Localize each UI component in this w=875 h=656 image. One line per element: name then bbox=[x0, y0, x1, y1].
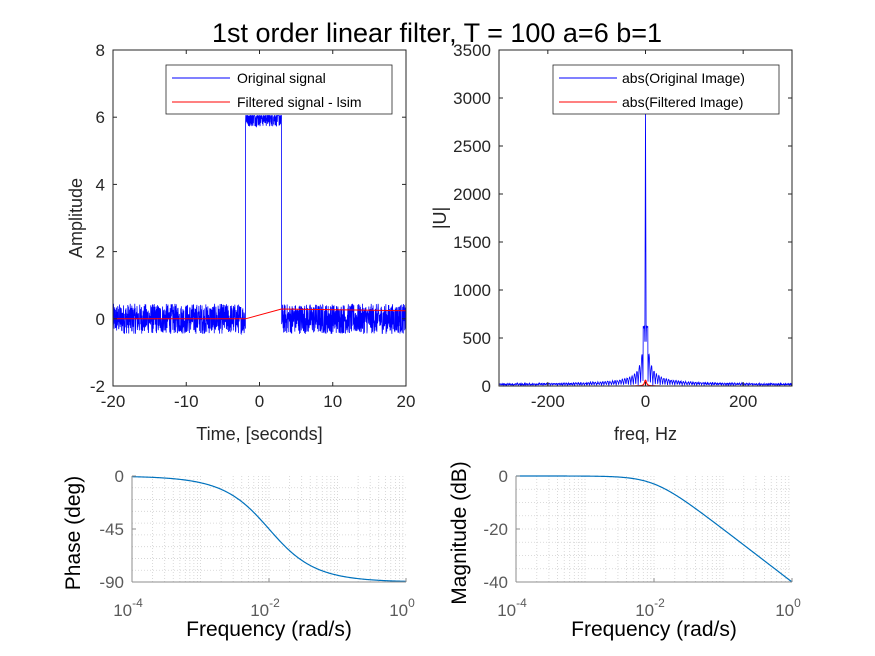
y-tick-label: 6 bbox=[96, 108, 105, 127]
y-tick-label: 2 bbox=[96, 243, 105, 262]
y-tick-label: 3500 bbox=[453, 41, 491, 60]
legend-entry: Original signal bbox=[237, 70, 326, 86]
x-tick-label: -20 bbox=[101, 392, 126, 411]
x-tick-label: 0 bbox=[255, 392, 264, 411]
legend-box bbox=[165, 64, 393, 115]
y-tick-label: 3000 bbox=[453, 89, 491, 108]
y-axis-label: Magnitude (dB) bbox=[448, 461, 471, 605]
y-tick-label: 1000 bbox=[453, 281, 491, 300]
x-tick-label: 10-4 bbox=[113, 596, 143, 620]
x-tick-label: 100 bbox=[389, 596, 415, 620]
tick-exponent: 0 bbox=[794, 596, 801, 610]
x-axis-label: Frequency (rad/s) bbox=[571, 618, 737, 641]
y-tick-label: -90 bbox=[99, 573, 124, 592]
tick-base: 10 bbox=[775, 601, 794, 620]
y-axis-label: |U| bbox=[430, 207, 450, 229]
figure-title: 1st order linear filter, T = 100 a=6 b=1 bbox=[212, 18, 662, 48]
x-tick-label: 10-2 bbox=[250, 596, 280, 620]
legend: Original signal Filtered signal - lsim bbox=[165, 64, 393, 115]
y-axis-label: Amplitude bbox=[66, 178, 86, 258]
tick-exponent: -2 bbox=[654, 596, 665, 610]
x-tick-label: 100 bbox=[775, 596, 801, 620]
y-tick-label: 2000 bbox=[453, 185, 491, 204]
tick-base: 10 bbox=[250, 601, 269, 620]
legend-entry: Filtered signal - lsim bbox=[237, 94, 361, 110]
x-tick-label: -200 bbox=[531, 392, 565, 411]
frequency-spectrum-plot: -200 0 2000500100015002000250030003500freq… bbox=[430, 41, 793, 444]
y-tick-label: 8 bbox=[96, 41, 105, 60]
legend: abs(Original Image) abs(Filtered Image) bbox=[552, 64, 780, 115]
tick-exponent: -4 bbox=[516, 596, 527, 610]
y-tick-label: -45 bbox=[99, 520, 124, 539]
x-tick-label: 10-4 bbox=[497, 596, 527, 620]
x-tick-label: 0 bbox=[641, 392, 650, 411]
tick-base: 10 bbox=[497, 601, 516, 620]
x-tick-label: 200 bbox=[729, 392, 757, 411]
y-axis-label: Phase (deg) bbox=[62, 476, 85, 590]
tick-exponent: -2 bbox=[269, 596, 280, 610]
y-tick-label: 0 bbox=[482, 377, 491, 396]
y-tick-label: -2 bbox=[90, 377, 105, 396]
x-axis-label: Frequency (rad/s) bbox=[186, 618, 352, 641]
tick-exponent: 0 bbox=[408, 596, 415, 610]
y-tick-label: -20 bbox=[483, 520, 508, 539]
tick-base: 10 bbox=[113, 601, 132, 620]
tick-exponent: -4 bbox=[132, 596, 143, 610]
series-filtered-signal bbox=[113, 308, 407, 320]
x-tick-label: 10-2 bbox=[635, 596, 665, 620]
series-phase-response bbox=[131, 476, 407, 582]
x-tick-label: 20 bbox=[397, 392, 416, 411]
y-tick-label: 500 bbox=[463, 329, 491, 348]
y-tick-label: 4 bbox=[96, 175, 105, 194]
tick-base: 10 bbox=[389, 601, 408, 620]
y-tick-label: 0 bbox=[499, 467, 508, 486]
y-tick-label: 0 bbox=[96, 310, 105, 329]
legend-entry: abs(Filtered Image) bbox=[622, 94, 743, 110]
legend-box bbox=[552, 64, 780, 115]
y-tick-label: 2500 bbox=[453, 137, 491, 156]
x-axis-label: Time, [seconds] bbox=[196, 424, 322, 444]
x-tick-label: 10 bbox=[323, 392, 342, 411]
y-tick-label: 0 bbox=[115, 467, 124, 486]
y-tick-label: 1500 bbox=[453, 233, 491, 252]
x-tick-label: -10 bbox=[174, 392, 199, 411]
y-tick-label: -40 bbox=[483, 573, 508, 592]
tick-base: 10 bbox=[635, 601, 654, 620]
series-magnitude-response bbox=[516, 475, 793, 583]
legend-entry: abs(Original Image) bbox=[622, 70, 745, 86]
x-axis-label: freq, Hz bbox=[614, 424, 677, 444]
